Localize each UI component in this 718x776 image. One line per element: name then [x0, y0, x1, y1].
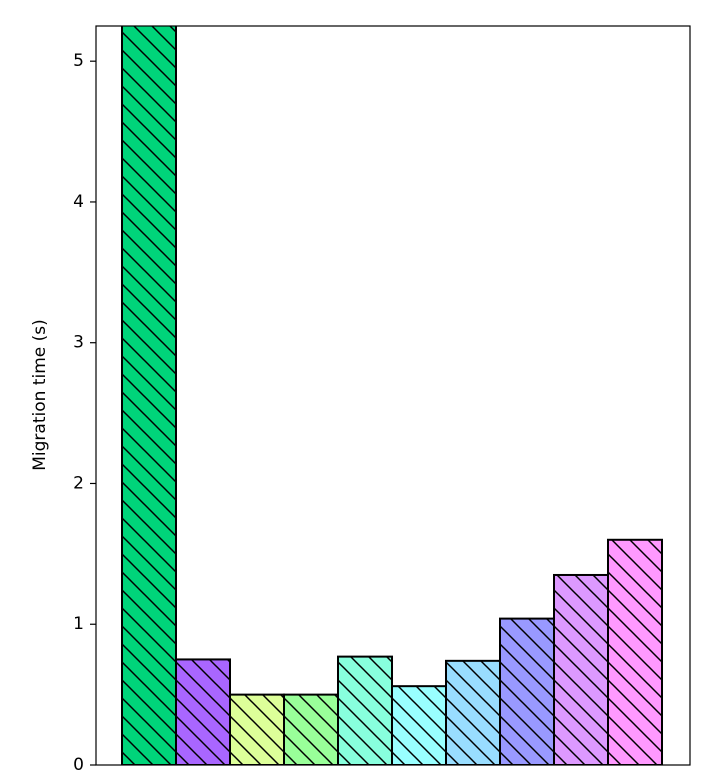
bar: [175, 658, 231, 765]
y-tick-label: 3: [73, 333, 84, 353]
bar: [121, 26, 177, 765]
y-tick-label: 0: [73, 755, 84, 775]
bar: [229, 693, 285, 765]
y-tick-label: 1: [73, 614, 84, 634]
bar: [607, 538, 663, 765]
y-tick-label: 5: [73, 51, 84, 71]
bar: [337, 655, 393, 765]
y-axis-label: Migration time (s): [30, 319, 50, 471]
plot-frame: [95, 25, 691, 766]
bar: [499, 617, 555, 765]
bars: [121, 26, 663, 765]
bar: [283, 693, 339, 765]
bar: [445, 659, 501, 765]
y-tick-label: 4: [73, 192, 84, 212]
bar: [391, 685, 447, 765]
bar: [553, 573, 609, 765]
y-tick-label: 2: [73, 473, 84, 493]
